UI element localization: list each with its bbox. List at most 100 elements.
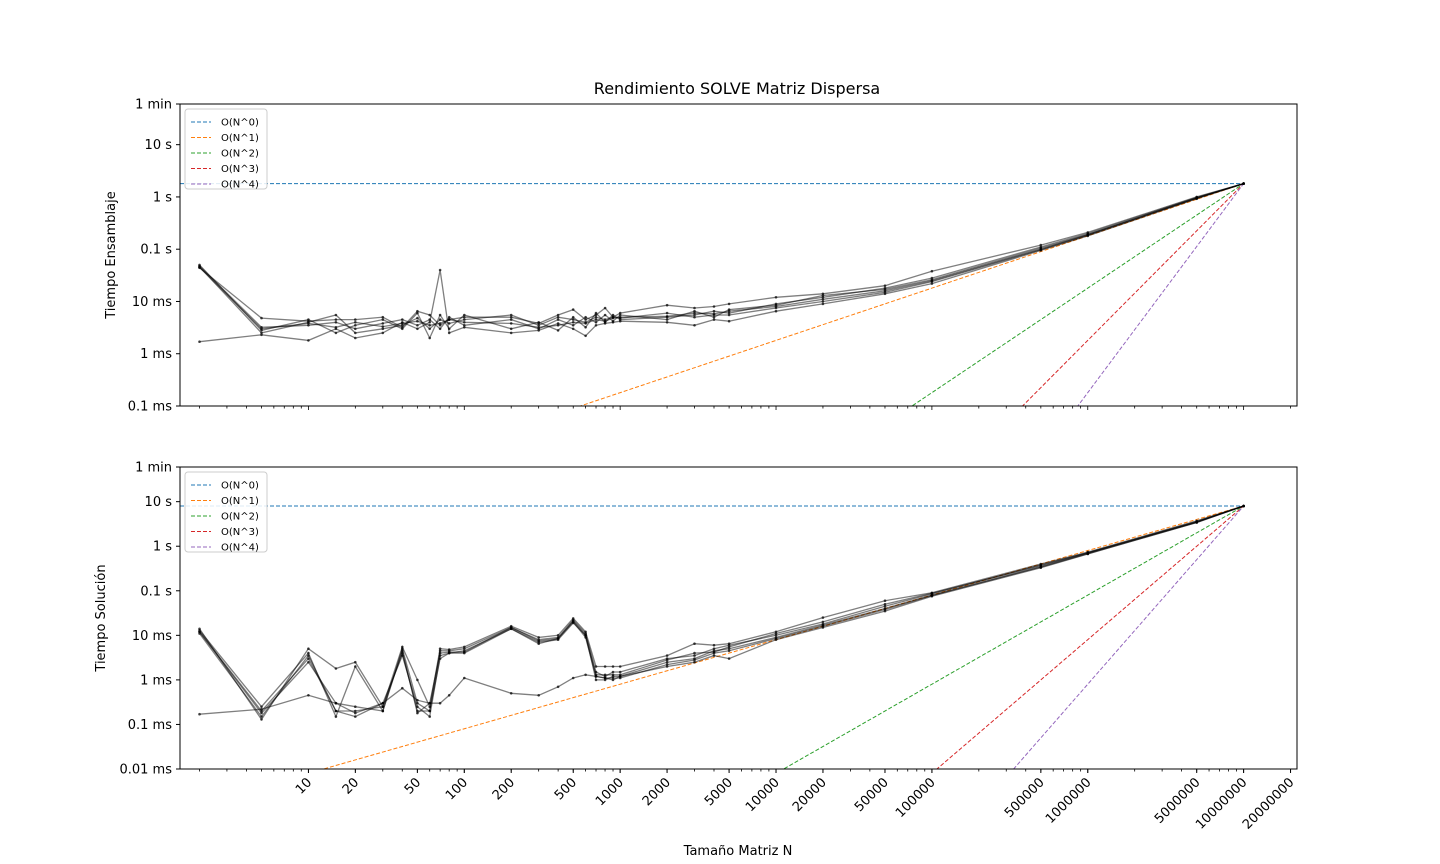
data-point xyxy=(774,306,778,310)
reference-line-o-n3 xyxy=(1021,183,1244,406)
data-point xyxy=(416,711,419,715)
data-point xyxy=(354,331,357,335)
data-point xyxy=(618,316,622,320)
y-tick-label: 0.1 ms xyxy=(128,718,172,733)
data-point xyxy=(463,315,466,319)
series-line-run5 xyxy=(199,505,1244,715)
data-point xyxy=(334,667,338,670)
plot-frame xyxy=(179,466,1298,770)
data-point xyxy=(307,339,310,342)
data-point xyxy=(603,678,607,682)
series-line-run1 xyxy=(198,505,1244,713)
series-line-run1 xyxy=(199,182,1244,330)
legend-entry: O(N^1) xyxy=(221,133,259,144)
data-point xyxy=(354,709,357,713)
data-point xyxy=(603,313,607,317)
data-point xyxy=(556,318,560,321)
x-tick-label: 500000 xyxy=(1002,775,1048,821)
data-point xyxy=(416,678,419,682)
data-point xyxy=(712,650,716,654)
data-point xyxy=(883,599,887,602)
x-tick-label: 50000 xyxy=(852,775,892,815)
data-point xyxy=(712,313,716,317)
data-point xyxy=(594,678,598,682)
y-tick-label: 1 min xyxy=(135,461,172,476)
data-point xyxy=(665,663,669,666)
data-point xyxy=(611,670,615,674)
legend-entry: O(N^4) xyxy=(221,180,259,191)
data-point xyxy=(883,602,887,606)
reference-lines xyxy=(180,183,1245,406)
series-line-run6 xyxy=(198,505,1244,721)
data-point xyxy=(1039,562,1043,566)
data-point xyxy=(438,327,442,331)
data-point xyxy=(618,319,622,323)
legend-entry: O(N^2) xyxy=(221,149,259,160)
data-point xyxy=(381,318,385,321)
data-point xyxy=(584,673,587,677)
data-point xyxy=(883,292,887,296)
data-point xyxy=(260,326,263,329)
data-point xyxy=(198,627,201,631)
data-point xyxy=(463,645,466,649)
x-tick-label: 500 xyxy=(552,775,580,803)
data-point xyxy=(883,284,887,288)
chart-title: Rendimiento SOLVE Matriz Dispersa xyxy=(594,79,880,98)
data-point xyxy=(334,327,338,331)
data-point xyxy=(727,642,731,645)
data-series xyxy=(198,182,1245,344)
data-point xyxy=(463,313,466,317)
data-point xyxy=(618,313,622,317)
data-point xyxy=(727,647,731,650)
data-point xyxy=(693,309,696,313)
data-point xyxy=(611,321,615,324)
y-tick-label: 0.01 ms xyxy=(119,763,172,778)
data-point xyxy=(416,319,419,323)
data-point xyxy=(463,318,466,321)
data-point xyxy=(438,318,442,321)
data-point xyxy=(611,315,615,319)
data-point xyxy=(665,321,669,324)
data-point xyxy=(611,676,615,680)
data-point xyxy=(381,705,385,708)
data-point xyxy=(1086,550,1090,554)
data-point xyxy=(930,282,934,285)
data-point xyxy=(438,647,442,650)
data-point xyxy=(260,707,263,711)
data-point xyxy=(354,318,357,321)
y-tick-label: 10 s xyxy=(145,138,173,153)
assembly-time-panel: 0.1 ms 1 ms 10 ms 0.1 s 1 s 10 s 1 min Tiempo E… xyxy=(104,98,1298,415)
data-point xyxy=(821,302,825,306)
data-point xyxy=(447,331,451,335)
data-point xyxy=(509,318,513,321)
data-point xyxy=(260,329,263,332)
x-tick-label: 2000 xyxy=(640,775,674,809)
data-point xyxy=(556,324,560,327)
data-point xyxy=(198,630,201,634)
data-point xyxy=(1039,249,1043,252)
data-point xyxy=(594,675,598,678)
data-point xyxy=(584,321,587,324)
x-tick-label: 5000 xyxy=(702,775,736,809)
data-point xyxy=(665,315,669,319)
data-point xyxy=(584,630,587,634)
data-point xyxy=(556,329,560,332)
data-point xyxy=(260,333,263,337)
data-point xyxy=(428,324,432,327)
data-point xyxy=(537,324,540,327)
data-point xyxy=(447,694,451,697)
data-point xyxy=(307,654,310,657)
legend: O(N^0) O(N^1) O(N^2) O(N^3) O(N^4) xyxy=(184,471,268,554)
data-point xyxy=(307,694,310,697)
data-point xyxy=(381,331,385,335)
data-point xyxy=(594,665,598,668)
data-point xyxy=(930,591,934,595)
data-point xyxy=(1242,182,1245,185)
data-point xyxy=(509,692,513,695)
data-point xyxy=(509,327,513,331)
data-point xyxy=(556,685,560,689)
y-tick-label: 1 s xyxy=(153,190,172,205)
data-point xyxy=(571,617,575,620)
data-point xyxy=(260,711,263,715)
